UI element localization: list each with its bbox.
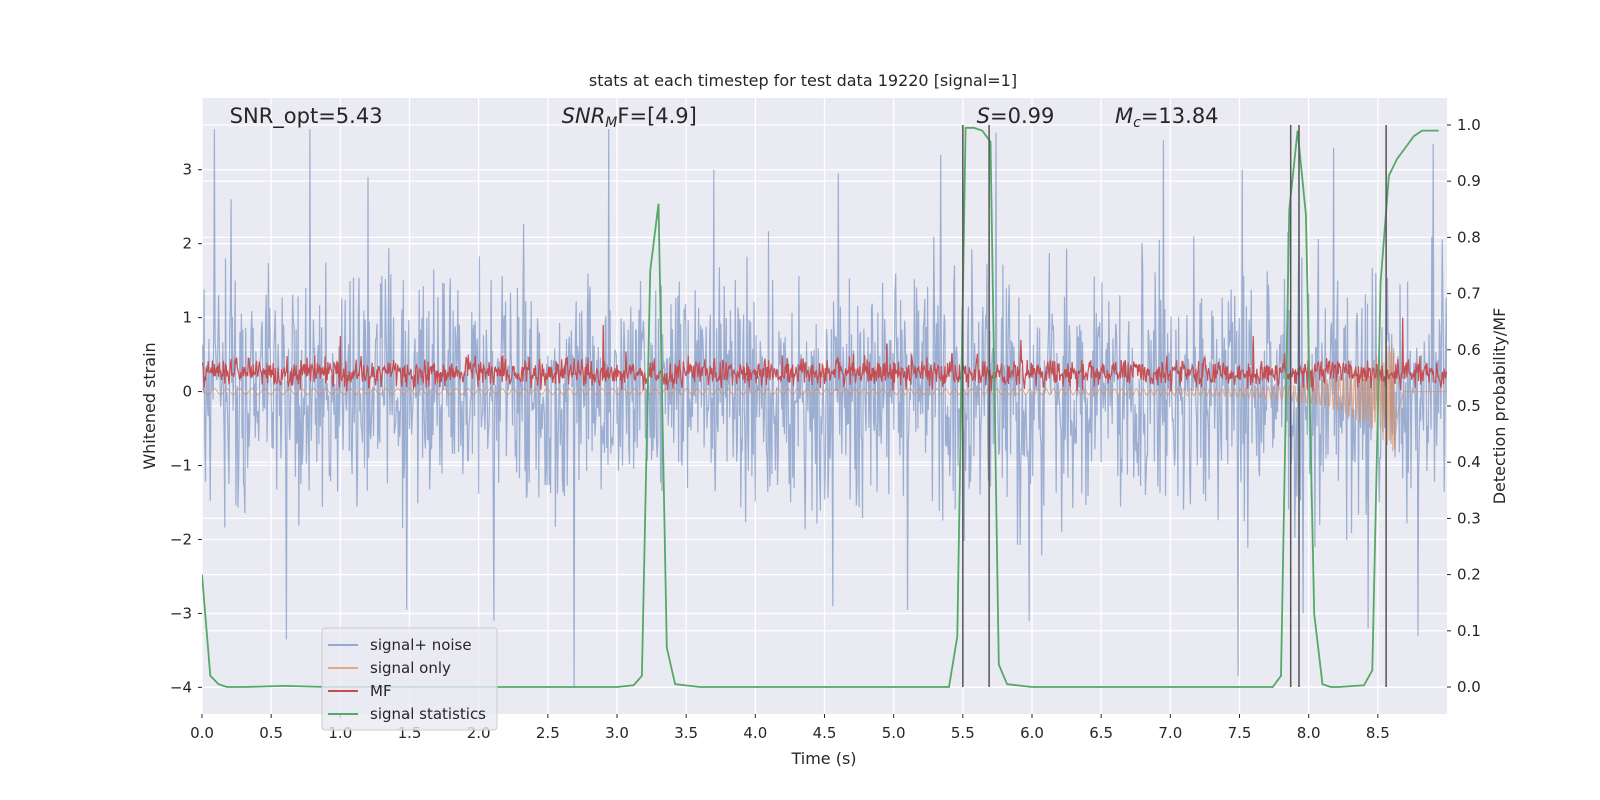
right-y-tick-label: 0.3	[1457, 509, 1481, 527]
plot-clip-group	[202, 124, 1447, 688]
legend-label: signal only	[370, 659, 451, 677]
legend-box	[321, 627, 498, 731]
left-y-tick-label: −3	[170, 604, 192, 622]
right-y-axis-label: Detection probability/MF	[1490, 308, 1509, 505]
x-tick-label: 3.5	[674, 724, 698, 742]
series-mf	[202, 317, 1447, 392]
x-tick-label: 3.0	[605, 724, 629, 742]
legend-label: signal statistics	[370, 705, 486, 723]
left-y-tick-label: −4	[170, 678, 192, 696]
x-tick-label: 5.5	[951, 724, 975, 742]
x-tick-label: 5.0	[882, 724, 906, 742]
right-y-tick-label: 0.8	[1457, 228, 1481, 246]
x-tick-label: 2.5	[536, 724, 560, 742]
left-y-tick-label: 3	[182, 161, 192, 179]
legend: signal+ noise signal only MF signal statist…	[321, 627, 498, 731]
x-tick-label: 8.0	[1297, 724, 1321, 742]
left-y-axis-ticks: −4 −3 −2 −1 0 1 2 3	[170, 161, 202, 696]
left-y-tick-label: 1	[182, 309, 192, 327]
x-tick-label: 7.0	[1158, 724, 1182, 742]
right-y-tick-label: 1.0	[1457, 116, 1481, 134]
right-y-tick-label: 0.2	[1457, 566, 1481, 584]
x-tick-label: 8.5	[1366, 724, 1390, 742]
series-signal-only	[202, 344, 1447, 452]
x-axis-label: Time (s)	[790, 749, 856, 768]
chart-title: stats at each timestep for test data 192…	[589, 71, 1017, 90]
series-layer	[202, 124, 1447, 688]
right-y-tick-label: 0.1	[1457, 622, 1481, 640]
left-y-axis-label: Whitened strain	[140, 342, 159, 469]
x-tick-label: 0.5	[259, 724, 283, 742]
right-y-tick-label: 0.9	[1457, 172, 1481, 190]
right-y-tick-label: 0.7	[1457, 285, 1481, 303]
annotation-text: Mc=13.84	[1115, 104, 1219, 131]
right-y-tick-label: 0.5	[1457, 397, 1481, 415]
annotations: SNR_opt=5.43 SNRMF=[4.9] S=0.99 Mc=13.84	[230, 104, 1219, 131]
left-y-tick-label: −1	[170, 457, 192, 475]
legend-label: signal+ noise	[370, 636, 472, 654]
right-y-tick-label: 0.0	[1457, 678, 1481, 696]
left-y-tick-label: 2	[182, 235, 192, 253]
annotation-text: S=0.99	[977, 104, 1055, 128]
annotation-text: SNRMF=[4.9]	[562, 104, 697, 131]
annotation-text: SNR_opt=5.43	[230, 104, 383, 129]
series-signal-noise	[202, 129, 1447, 688]
left-y-tick-label: −2	[170, 530, 192, 548]
right-y-tick-label: 0.6	[1457, 341, 1481, 359]
x-axis-ticks: 0.0 0.5 1.0 1.5 2.0 2.5 3.0 3.5 4.0 4.5 5.0 5.5 6.0 6…	[190, 714, 1390, 742]
right-y-tick-label: 0.4	[1457, 453, 1481, 471]
left-y-tick-label: 0	[182, 383, 192, 401]
x-tick-label: 6.0	[1020, 724, 1044, 742]
x-tick-label: 4.5	[813, 724, 837, 742]
series-signal-statistics	[202, 126, 1439, 688]
x-tick-label: 6.5	[1089, 724, 1113, 742]
x-tick-label: 7.5	[1228, 724, 1252, 742]
right-y-axis-ticks: 0.0 0.1 0.2 0.3 0.4 0.5 0.6 0.7 0.8 0.9 1.0	[1447, 116, 1481, 696]
legend-label: MF	[370, 682, 392, 700]
x-tick-label: 4.0	[743, 724, 767, 742]
x-tick-label: 0.0	[190, 724, 214, 742]
